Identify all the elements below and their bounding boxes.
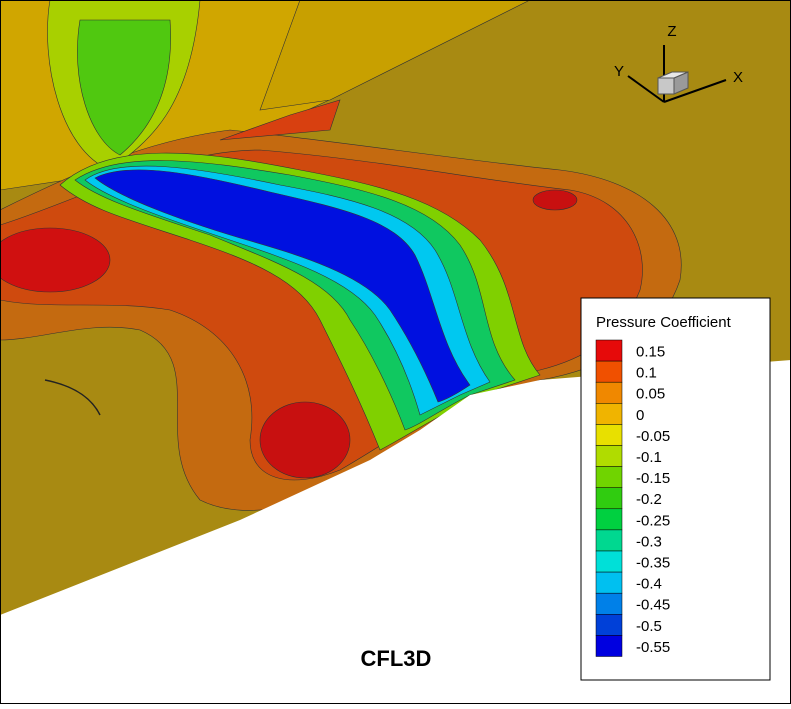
legend-swatch	[595, 403, 623, 425]
legend-swatch	[595, 381, 623, 404]
legend-label: -0.25	[636, 512, 670, 529]
legend-swatch	[595, 614, 623, 636]
legend-swatch	[595, 571, 623, 594]
legend-label: -0.45	[636, 597, 670, 614]
legend-label: -0.55	[636, 639, 670, 656]
legend-label: -0.35	[636, 555, 670, 572]
legend-title: Pressure Coefficient	[596, 314, 732, 331]
axes-triad	[627, 45, 727, 103]
legend-label: -0.1	[636, 449, 662, 466]
legend-label: -0.15	[636, 470, 670, 487]
legend-label: -0.05	[636, 428, 670, 445]
legend-swatch	[595, 529, 623, 552]
legend-label: -0.4	[636, 576, 662, 593]
legend-swatch	[595, 635, 623, 657]
axis-label: Y	[614, 63, 624, 80]
legend-swatch	[595, 550, 623, 573]
legend: Pressure Coefficient 0.15 0.1 0.05 0 -0.05 -0…	[580, 297, 771, 681]
axis-label: Z	[667, 23, 676, 40]
legend-label: 0.15	[636, 344, 665, 361]
legend-swatch	[595, 592, 623, 615]
legend-swatch	[595, 508, 623, 531]
legend-swatch	[595, 424, 623, 446]
caption: CFL3D	[361, 646, 432, 671]
axis-label: X	[733, 69, 743, 86]
legend-swatch	[595, 339, 623, 362]
legend-label: -0.2	[636, 491, 662, 508]
legend-label: -0.5	[636, 618, 662, 635]
legend-label: 0.05	[636, 386, 665, 403]
legend-swatch	[595, 466, 623, 488]
legend-swatch	[595, 487, 623, 510]
legend-swatch	[595, 360, 623, 383]
legend-label: -0.3	[636, 533, 662, 550]
legend-label: 0	[636, 407, 644, 424]
legend-swatch	[595, 445, 623, 467]
legend-label: 0.1	[636, 365, 657, 382]
